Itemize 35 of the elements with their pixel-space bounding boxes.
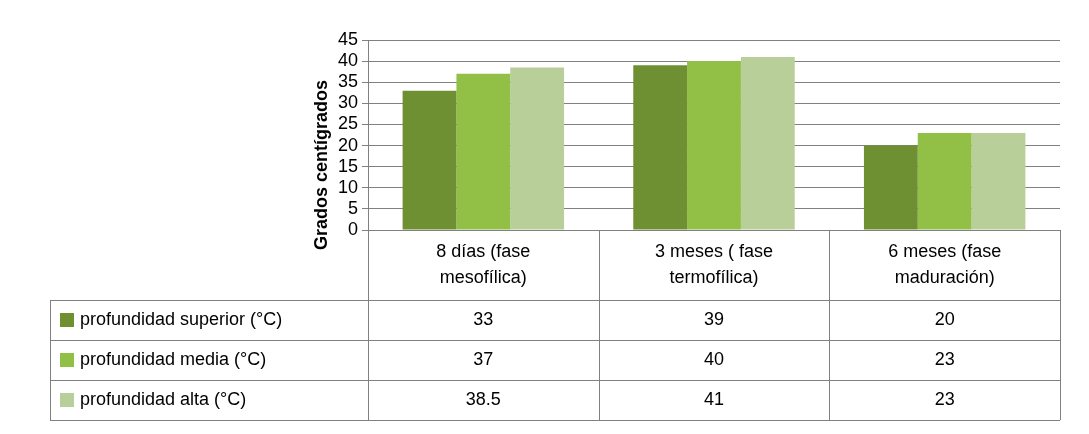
bar (402, 90, 457, 230)
legend-label: profundidad alta (°C) (80, 388, 247, 409)
y-tick-label: 10 (337, 176, 358, 197)
data-label: 20 (934, 308, 955, 329)
y-tick-label: 20 (337, 134, 358, 155)
bar (740, 56, 795, 230)
y-tick-label: 25 (337, 113, 358, 134)
bar (971, 132, 1026, 230)
bar (633, 65, 688, 230)
x-tick-label: 3 meses ( fase termofílica) (654, 240, 774, 287)
y-tick-label: 0 (347, 218, 358, 239)
y-tick-label: 35 (337, 71, 358, 92)
y-tick-label: 5 (347, 197, 358, 218)
data-label: 41 (703, 388, 725, 409)
data-label: 39 (703, 308, 725, 329)
data-label: 33 (473, 308, 494, 329)
legend-label: profundidad superior (°C) (80, 308, 283, 329)
x-tick-label: 8 días (fase mesofílica) (436, 240, 531, 287)
data-label: 40 (703, 348, 725, 369)
bar (687, 61, 741, 230)
bar (863, 145, 918, 230)
y-tick-label: 40 (337, 50, 358, 71)
y-tick-label: 15 (337, 155, 358, 176)
data-label: 23 (934, 388, 955, 409)
bar (456, 73, 511, 230)
x-tick-label: 6 meses (fase maduración) (888, 240, 1002, 287)
legend-label: profundidad media (°C) (80, 348, 267, 369)
bar (917, 132, 972, 230)
y-axis-title: Grados centígrados (310, 79, 331, 251)
bar (510, 67, 565, 230)
data-label: 38.5 (465, 388, 501, 409)
data-label: 37 (473, 348, 494, 369)
y-tick-label: 45 (337, 28, 358, 49)
y-tick-label: 30 (337, 92, 358, 113)
data-label: 23 (934, 348, 955, 369)
